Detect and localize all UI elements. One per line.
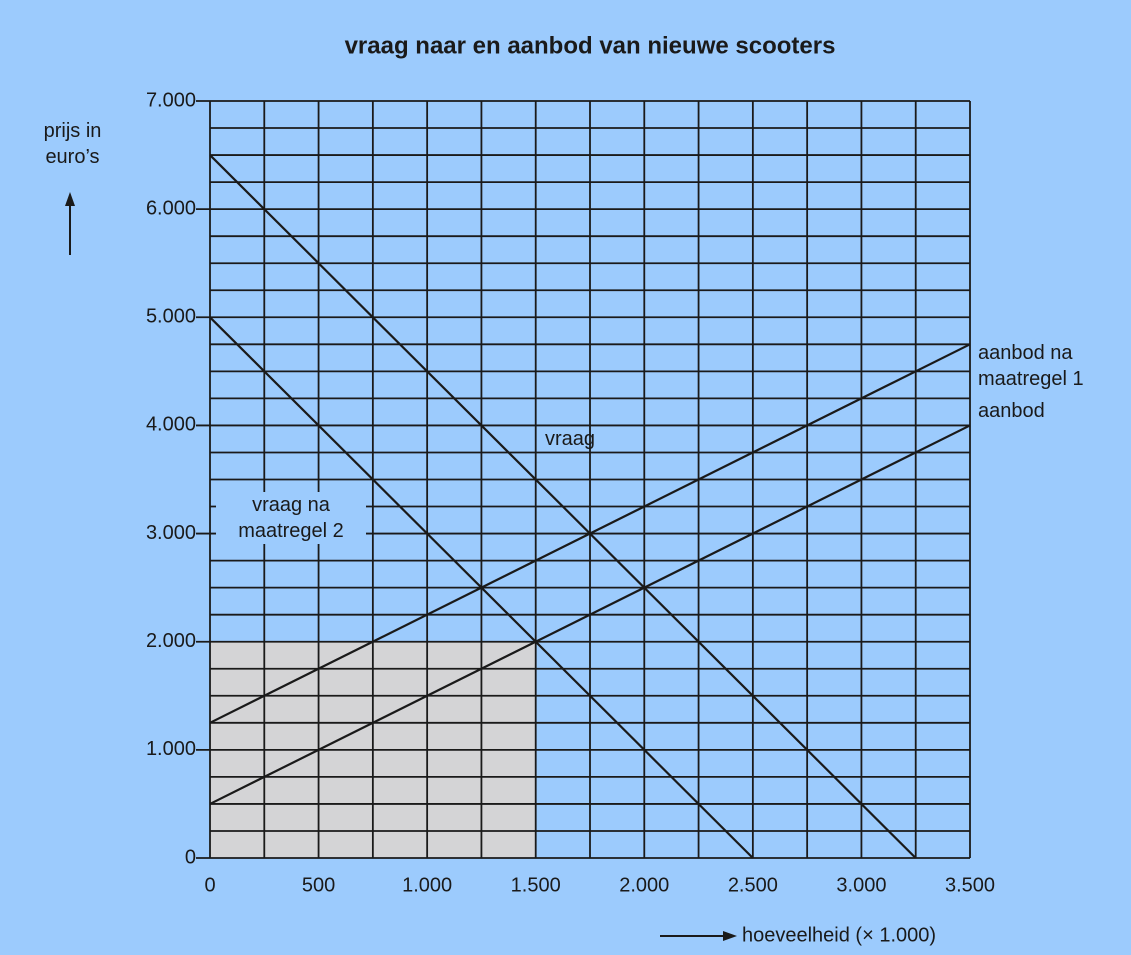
y-tick-label: 4.000	[146, 414, 196, 436]
y-tick-label: 3.000	[146, 522, 196, 544]
y-tick-label: 6.000	[146, 197, 196, 219]
x-tick-label: 1.500	[511, 874, 561, 896]
x-tick-label: 500	[302, 874, 335, 896]
x-axis-label: hoeveelheid (× 1.000)	[742, 924, 936, 946]
y-tick-label: 0	[185, 846, 196, 868]
y-arrow-head	[65, 192, 75, 206]
grid	[196, 100, 971, 859]
line	[209, 343, 971, 724]
y-tick-label: 7.000	[146, 89, 196, 111]
line	[209, 424, 971, 805]
x-tick-label: 3.500	[945, 874, 995, 896]
series-label: aanbod na maatregel 1	[978, 342, 1084, 390]
y-tick-label: 5.000	[146, 306, 196, 328]
chart-title: vraag naar en aanbod van nieuwe scooters	[345, 32, 836, 59]
series-label: vraag na maatregel 2	[216, 492, 366, 544]
x-tick-label: 2.500	[728, 874, 778, 896]
line	[209, 154, 917, 859]
y-tick-label: 2.000	[146, 630, 196, 652]
y-axis-label: prijs in euro’s	[43, 120, 102, 168]
series-label: aanbod	[978, 400, 1045, 422]
x-tick-label: 1.000	[402, 874, 452, 896]
x-tick-label: 0	[204, 874, 215, 896]
x-tick-label: 3.000	[836, 874, 886, 896]
series-label: vraag	[545, 428, 596, 450]
x-tick-label: 2.000	[619, 874, 669, 896]
y-tick-label: 1.000	[146, 738, 196, 760]
x-arrow-head	[723, 931, 737, 941]
marks	[209, 154, 971, 859]
